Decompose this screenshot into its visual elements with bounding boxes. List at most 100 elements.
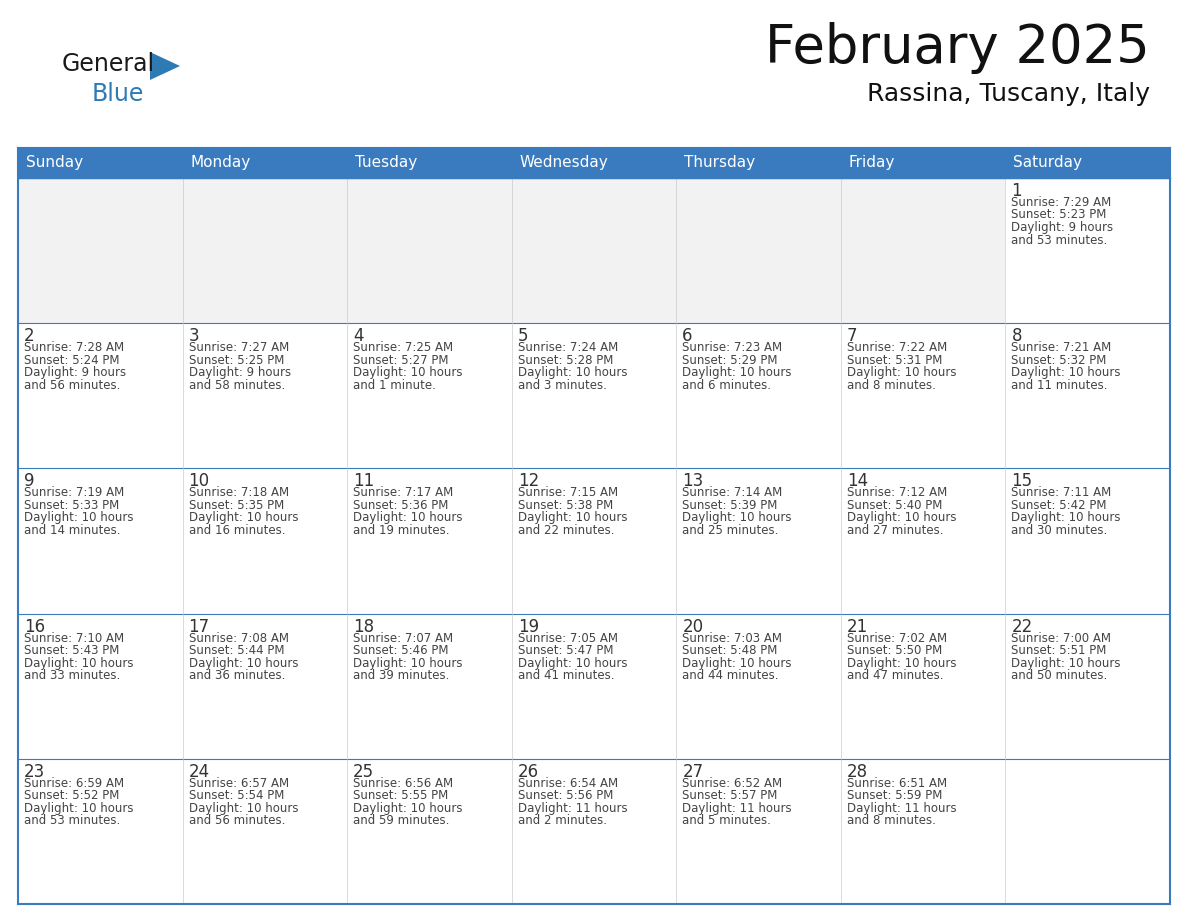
- Text: Daylight: 10 hours: Daylight: 10 hours: [682, 366, 791, 379]
- Bar: [841, 468, 1005, 613]
- Text: 27: 27: [682, 763, 703, 781]
- Text: Sunrise: 7:03 AM: Sunrise: 7:03 AM: [682, 632, 782, 644]
- Bar: [18, 759, 183, 904]
- Text: Sunset: 5:59 PM: Sunset: 5:59 PM: [847, 789, 942, 802]
- Text: Daylight: 10 hours: Daylight: 10 hours: [189, 801, 298, 815]
- Text: Daylight: 10 hours: Daylight: 10 hours: [518, 511, 627, 524]
- Text: Sunset: 5:38 PM: Sunset: 5:38 PM: [518, 498, 613, 512]
- Text: Sunset: 5:39 PM: Sunset: 5:39 PM: [682, 498, 778, 512]
- Bar: [676, 178, 841, 323]
- Text: 18: 18: [353, 618, 374, 635]
- Text: Sunrise: 7:18 AM: Sunrise: 7:18 AM: [189, 487, 289, 499]
- Text: 12: 12: [518, 473, 539, 490]
- Text: 3: 3: [189, 327, 200, 345]
- Text: Sunrise: 7:21 AM: Sunrise: 7:21 AM: [1011, 341, 1112, 354]
- Text: and 53 minutes.: and 53 minutes.: [24, 814, 120, 827]
- Bar: [18, 468, 183, 613]
- Bar: [512, 468, 676, 613]
- Text: 28: 28: [847, 763, 868, 781]
- Text: Daylight: 9 hours: Daylight: 9 hours: [24, 366, 126, 379]
- Text: Sunset: 5:40 PM: Sunset: 5:40 PM: [847, 498, 942, 512]
- Bar: [1005, 468, 1170, 613]
- Text: Sunday: Sunday: [26, 155, 83, 171]
- Text: Sunrise: 7:25 AM: Sunrise: 7:25 AM: [353, 341, 454, 354]
- Text: Daylight: 10 hours: Daylight: 10 hours: [24, 656, 133, 669]
- Text: 13: 13: [682, 473, 703, 490]
- Text: 5: 5: [518, 327, 529, 345]
- Bar: [512, 148, 676, 178]
- Bar: [841, 759, 1005, 904]
- Text: and 56 minutes.: and 56 minutes.: [189, 814, 285, 827]
- Text: and 1 minute.: and 1 minute.: [353, 379, 436, 392]
- Bar: [183, 323, 347, 468]
- Text: Blue: Blue: [91, 82, 145, 106]
- Text: Sunset: 5:44 PM: Sunset: 5:44 PM: [189, 644, 284, 657]
- Text: Daylight: 10 hours: Daylight: 10 hours: [353, 801, 462, 815]
- Bar: [18, 613, 183, 759]
- Text: Sunrise: 7:02 AM: Sunrise: 7:02 AM: [847, 632, 947, 644]
- Text: Daylight: 10 hours: Daylight: 10 hours: [1011, 511, 1121, 524]
- Bar: [183, 148, 347, 178]
- Text: 9: 9: [24, 473, 34, 490]
- Text: Daylight: 10 hours: Daylight: 10 hours: [518, 656, 627, 669]
- Text: February 2025: February 2025: [765, 22, 1150, 74]
- Text: Sunset: 5:36 PM: Sunset: 5:36 PM: [353, 498, 449, 512]
- Text: Rassina, Tuscany, Italy: Rassina, Tuscany, Italy: [867, 82, 1150, 106]
- Bar: [183, 178, 347, 323]
- Text: Sunrise: 7:28 AM: Sunrise: 7:28 AM: [24, 341, 124, 354]
- Text: and 44 minutes.: and 44 minutes.: [682, 669, 779, 682]
- Text: Daylight: 10 hours: Daylight: 10 hours: [353, 656, 462, 669]
- Bar: [1005, 178, 1170, 323]
- Bar: [676, 759, 841, 904]
- Bar: [676, 323, 841, 468]
- Text: 14: 14: [847, 473, 868, 490]
- Text: Sunset: 5:50 PM: Sunset: 5:50 PM: [847, 644, 942, 657]
- Bar: [841, 148, 1005, 178]
- Text: Sunrise: 7:00 AM: Sunrise: 7:00 AM: [1011, 632, 1112, 644]
- Text: and 19 minutes.: and 19 minutes.: [353, 524, 449, 537]
- Bar: [841, 613, 1005, 759]
- Text: Sunset: 5:35 PM: Sunset: 5:35 PM: [189, 498, 284, 512]
- Bar: [512, 178, 676, 323]
- Text: and 56 minutes.: and 56 minutes.: [24, 379, 120, 392]
- Bar: [347, 323, 512, 468]
- Text: Daylight: 10 hours: Daylight: 10 hours: [518, 366, 627, 379]
- Text: Saturday: Saturday: [1013, 155, 1082, 171]
- Text: and 53 minutes.: and 53 minutes.: [1011, 233, 1107, 247]
- Bar: [1005, 759, 1170, 904]
- Text: Sunset: 5:47 PM: Sunset: 5:47 PM: [518, 644, 613, 657]
- Text: Tuesday: Tuesday: [355, 155, 417, 171]
- Text: and 41 minutes.: and 41 minutes.: [518, 669, 614, 682]
- Text: Sunrise: 6:51 AM: Sunrise: 6:51 AM: [847, 777, 947, 789]
- Text: 8: 8: [1011, 327, 1022, 345]
- Text: Sunrise: 6:56 AM: Sunrise: 6:56 AM: [353, 777, 454, 789]
- Text: 1: 1: [1011, 182, 1022, 200]
- Text: Daylight: 10 hours: Daylight: 10 hours: [847, 511, 956, 524]
- Text: and 27 minutes.: and 27 minutes.: [847, 524, 943, 537]
- Text: Daylight: 10 hours: Daylight: 10 hours: [189, 511, 298, 524]
- Text: Sunrise: 6:54 AM: Sunrise: 6:54 AM: [518, 777, 618, 789]
- Bar: [512, 759, 676, 904]
- Text: and 8 minutes.: and 8 minutes.: [847, 814, 936, 827]
- Bar: [347, 468, 512, 613]
- Text: and 2 minutes.: and 2 minutes.: [518, 814, 607, 827]
- Text: and 22 minutes.: and 22 minutes.: [518, 524, 614, 537]
- Text: Daylight: 10 hours: Daylight: 10 hours: [682, 656, 791, 669]
- Text: Daylight: 10 hours: Daylight: 10 hours: [682, 511, 791, 524]
- Text: 2: 2: [24, 327, 34, 345]
- Text: Friday: Friday: [849, 155, 896, 171]
- Text: Sunrise: 7:22 AM: Sunrise: 7:22 AM: [847, 341, 947, 354]
- Polygon shape: [150, 52, 181, 80]
- Text: Sunrise: 7:12 AM: Sunrise: 7:12 AM: [847, 487, 947, 499]
- Text: Daylight: 10 hours: Daylight: 10 hours: [24, 801, 133, 815]
- Bar: [841, 323, 1005, 468]
- Bar: [1005, 613, 1170, 759]
- Bar: [676, 613, 841, 759]
- Text: and 47 minutes.: and 47 minutes.: [847, 669, 943, 682]
- Bar: [1005, 148, 1170, 178]
- Text: Daylight: 11 hours: Daylight: 11 hours: [847, 801, 956, 815]
- Text: Sunrise: 7:17 AM: Sunrise: 7:17 AM: [353, 487, 454, 499]
- Text: 26: 26: [518, 763, 539, 781]
- Text: Sunrise: 6:57 AM: Sunrise: 6:57 AM: [189, 777, 289, 789]
- Text: and 14 minutes.: and 14 minutes.: [24, 524, 120, 537]
